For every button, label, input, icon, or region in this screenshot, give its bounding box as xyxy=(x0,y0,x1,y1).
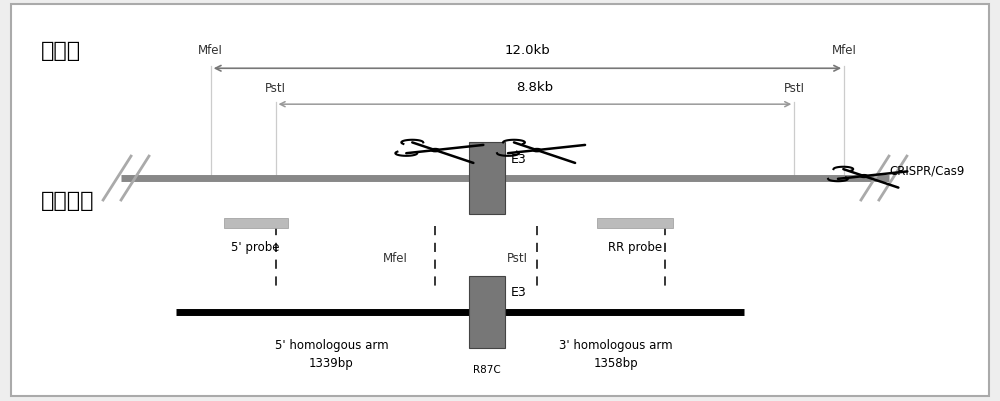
Text: 8.8kb: 8.8kb xyxy=(516,81,553,94)
Text: 3' homologous arm
1358bp: 3' homologous arm 1358bp xyxy=(559,338,672,369)
Text: 打靶载体: 打靶载体 xyxy=(41,190,95,211)
Text: E3: E3 xyxy=(511,286,527,299)
Text: 野生型: 野生型 xyxy=(41,41,81,61)
Bar xyxy=(469,276,505,348)
Text: PstI: PstI xyxy=(265,82,286,95)
Text: MfeI: MfeI xyxy=(198,44,223,57)
Text: MfeI: MfeI xyxy=(832,44,856,57)
Circle shape xyxy=(860,175,868,178)
Text: MfeI: MfeI xyxy=(383,251,408,264)
Text: E3: E3 xyxy=(511,152,527,165)
Text: 5' homologous arm
1339bp: 5' homologous arm 1339bp xyxy=(275,338,388,369)
Bar xyxy=(597,219,673,229)
Text: PstI: PstI xyxy=(784,82,805,95)
Circle shape xyxy=(533,149,541,152)
Text: PstI: PstI xyxy=(506,251,527,264)
Bar xyxy=(469,143,505,215)
Text: CRISPR/Cas9: CRISPR/Cas9 xyxy=(889,164,964,177)
Circle shape xyxy=(431,149,439,152)
Bar xyxy=(224,219,288,229)
Text: 12.0kb: 12.0kb xyxy=(505,44,550,57)
Text: RR probe: RR probe xyxy=(608,240,662,253)
Text: R87C: R87C xyxy=(473,364,501,374)
Text: 5' probe: 5' probe xyxy=(231,240,280,253)
